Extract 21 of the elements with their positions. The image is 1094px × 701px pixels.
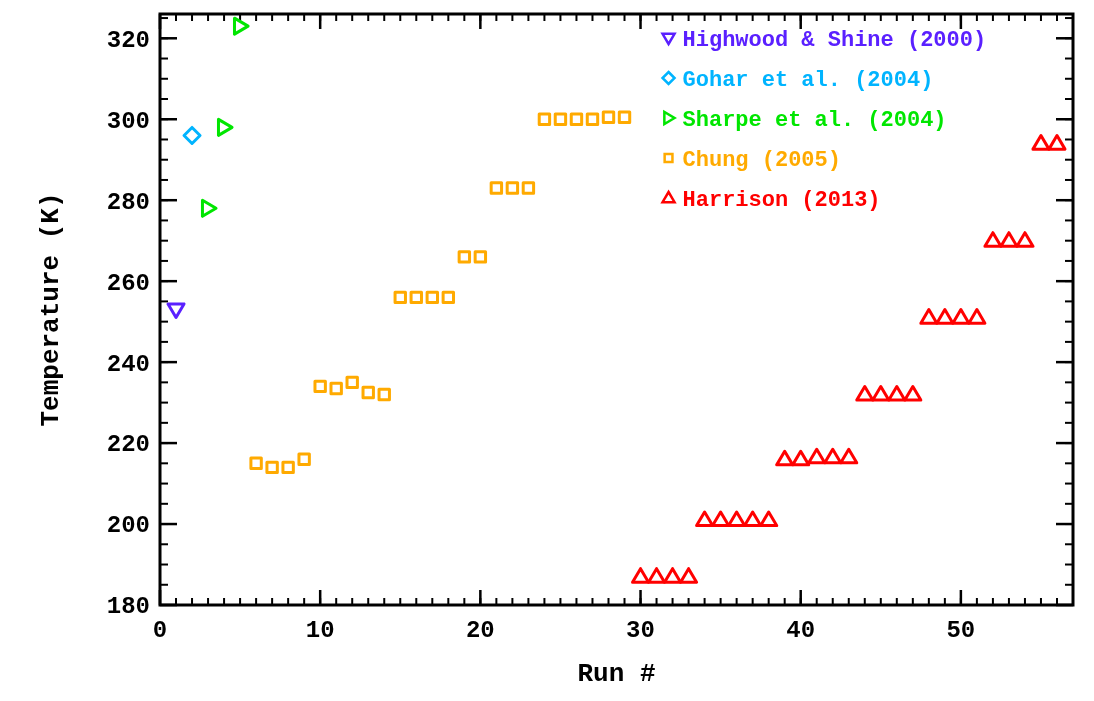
y-tick-label: 200 xyxy=(106,512,150,540)
x-axis-title: Run # xyxy=(577,659,656,689)
y-tick-label: 260 xyxy=(106,269,150,297)
legend-label: Gohar et al. (2004) xyxy=(682,67,934,93)
legend-label: Highwood & Shine (2000) xyxy=(682,27,987,53)
x-tick-label: 0 xyxy=(152,617,168,644)
legend-label: Sharpe et al. (2004) xyxy=(682,107,947,133)
y-tick-label: 300 xyxy=(106,107,150,135)
y-axis-title: Temperature (K) xyxy=(36,192,66,427)
legend-label: Chung (2005) xyxy=(682,147,841,173)
x-tick-label: 20 xyxy=(465,617,495,644)
y-tick-label: 280 xyxy=(106,188,150,216)
y-tick-label: 320 xyxy=(106,26,150,54)
y-tick-label: 180 xyxy=(106,593,150,621)
legend-label: Harrison (2013) xyxy=(682,187,881,213)
x-tick-label: 50 xyxy=(946,617,976,644)
y-tick-label: 220 xyxy=(106,431,150,459)
x-tick-label: 30 xyxy=(626,617,655,644)
x-tick-label: 10 xyxy=(305,617,335,644)
y-tick-label: 240 xyxy=(106,350,150,378)
x-tick-label: 40 xyxy=(786,617,816,644)
